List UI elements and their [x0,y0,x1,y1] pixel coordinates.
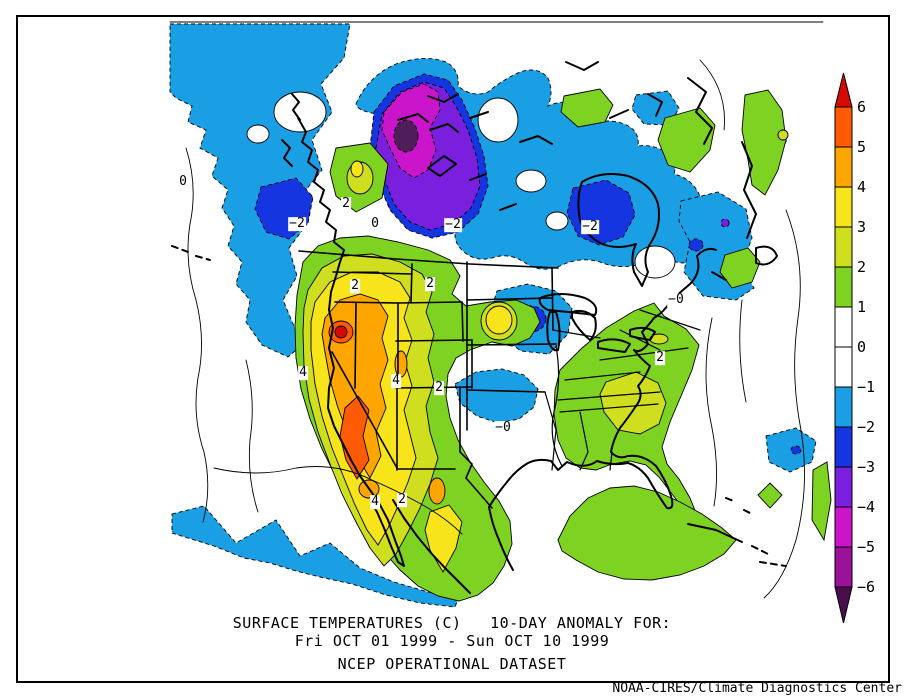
colorbar-tick-label: −6 [857,578,875,596]
title-line-3: NCEP OPERATIONAL DATASET [337,655,567,673]
attribution-text: NOAA-CIRES/Climate Diagnostics Center [612,681,902,696]
plot-frame [16,15,890,683]
colorbar-tick-label: 4 [857,178,866,196]
region-atlantic-green-sliver [811,461,832,542]
region-baffin-green [657,107,716,173]
region-plains-cold-band [454,368,539,424]
region-east-hudson-blue-dot [688,238,704,252]
white-hole-nunavut-bay [477,97,519,143]
region-mexico-orange [428,477,446,505]
white-hole-james-bay [634,245,676,279]
us-canada-border [298,250,559,269]
colorbar-tick-label: −4 [857,498,875,516]
region-nebraska-yellow [485,305,513,335]
region-n-nevada-red-core [334,325,348,339]
colorbar-bottom-arrow [834,586,853,624]
colorbar-tick-label: 6 [857,98,866,116]
colorbar-tick-label: 3 [857,218,866,236]
colorbar-tick-label: −1 [857,378,875,396]
region-quebec-green [719,247,761,289]
region-labrador-yellow-dot [777,129,789,141]
white-hole-yukon [273,91,327,133]
colorbar: 6 5 4 3 2 1 0 −1 −2 −3 −4 −5 −6 [834,72,875,624]
white-hole-keewatin [515,169,547,193]
region-n-hudson-green [560,88,614,128]
region-bahamas-green-diamond [757,482,783,509]
colorbar-tick-label: 5 [857,138,866,156]
state-borders-east [544,309,701,471]
caribbean-islands [687,497,787,567]
region-labrador-green-band [741,89,787,196]
title-line-2: Fri OCT 01 1999 - Sun OCT 10 1999 [294,632,610,650]
colorbar-tick-label: 0 [857,338,866,356]
region-pacific-cold-band [171,505,459,608]
region-east-hudson-violet-dot [720,218,730,228]
region-alaska-yellow [350,160,364,178]
colorbar-tick-label: −5 [857,538,875,556]
zero-contour-lines [185,59,805,599]
colorbar-tick-label: 1 [857,298,866,316]
arctic-coast-squiggles [397,61,778,266]
colorbar-tick-label: −3 [857,458,875,476]
white-hole-ak-interior [246,124,270,144]
region-nw-canada-minus6-core [393,119,419,153]
region-atlantic-blue-dot [790,445,802,455]
white-hole-manitoba [545,211,569,231]
colorbar-tick-label: 2 [857,258,866,276]
state-borders-west [331,261,557,509]
colorbar-tick-label: −2 [857,418,875,436]
title-line-1: SURFACE TEMPERATURES (C) 10-DAY ANOMALY … [232,614,672,632]
region-georgia-yellow-green [599,371,667,435]
